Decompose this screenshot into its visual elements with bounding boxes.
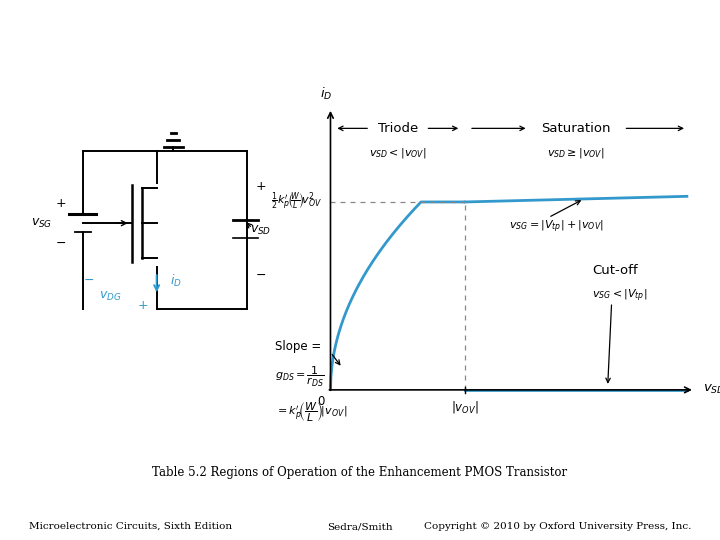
Text: +: + (256, 180, 266, 193)
Text: $i_D$: $i_D$ (171, 273, 182, 289)
Text: $\frac{1}{2}k_p^{\prime}\!\left(\!\frac{W}{L}\!\right)\!v_{OV}^2$: $\frac{1}{2}k_p^{\prime}\!\left(\!\frac{… (271, 191, 323, 213)
Text: +: + (55, 197, 66, 211)
Text: $v_{SG}$: $v_{SG}$ (31, 217, 53, 230)
Text: $v_{SD}$: $v_{SD}$ (703, 383, 720, 396)
Text: $-$: $-$ (83, 273, 94, 286)
Text: $v_{SD} < |v_{OV}|$: $v_{SD} < |v_{OV}|$ (369, 146, 427, 160)
Text: Slope =: Slope = (275, 340, 321, 353)
Text: $-$: $-$ (255, 267, 266, 281)
Text: Cut-off: Cut-off (592, 265, 637, 278)
Text: $v_{DG}$: $v_{DG}$ (99, 291, 122, 303)
Text: $v_{SD}$: $v_{SD}$ (250, 224, 271, 237)
Text: Sedra/Smith: Sedra/Smith (327, 522, 393, 531)
Text: $v_{SG} < |V_{tp}|$: $v_{SG} < |V_{tp}|$ (592, 288, 647, 304)
Text: $v_{SG} = |V_{tp}| + |v_{OV}|$: $v_{SG} = |V_{tp}| + |v_{OV}|$ (509, 219, 603, 235)
Text: $v_{SD} \geq |v_{OV}|$: $v_{SD} \geq |v_{OV}|$ (547, 146, 605, 160)
Text: Copyright © 2010 by Oxford University Press, Inc.: Copyright © 2010 by Oxford University Pr… (424, 522, 691, 531)
Text: $g_{DS} = \dfrac{1}{r_{DS}}$: $g_{DS} = \dfrac{1}{r_{DS}}$ (275, 365, 325, 389)
Text: Microelectronic Circuits, Sixth Edition: Microelectronic Circuits, Sixth Edition (29, 522, 232, 531)
Text: Saturation: Saturation (541, 122, 611, 135)
Text: $i_D$: $i_D$ (320, 86, 333, 102)
Text: $= k_p^{\prime}\!\left(\dfrac{W}{L}\right)\!|v_{OV}|$: $= k_p^{\prime}\!\left(\dfrac{W}{L}\righ… (275, 400, 347, 423)
Text: 0: 0 (318, 395, 325, 408)
Text: Triode: Triode (378, 122, 418, 135)
Text: $+$: $+$ (138, 299, 148, 312)
Text: $|v_{OV}|$: $|v_{OV}|$ (451, 399, 479, 415)
Text: Table 5.2 Regions of Operation of the Enhancement PMOS Transistor: Table 5.2 Regions of Operation of the En… (153, 466, 567, 479)
Text: $-$: $-$ (55, 236, 66, 249)
